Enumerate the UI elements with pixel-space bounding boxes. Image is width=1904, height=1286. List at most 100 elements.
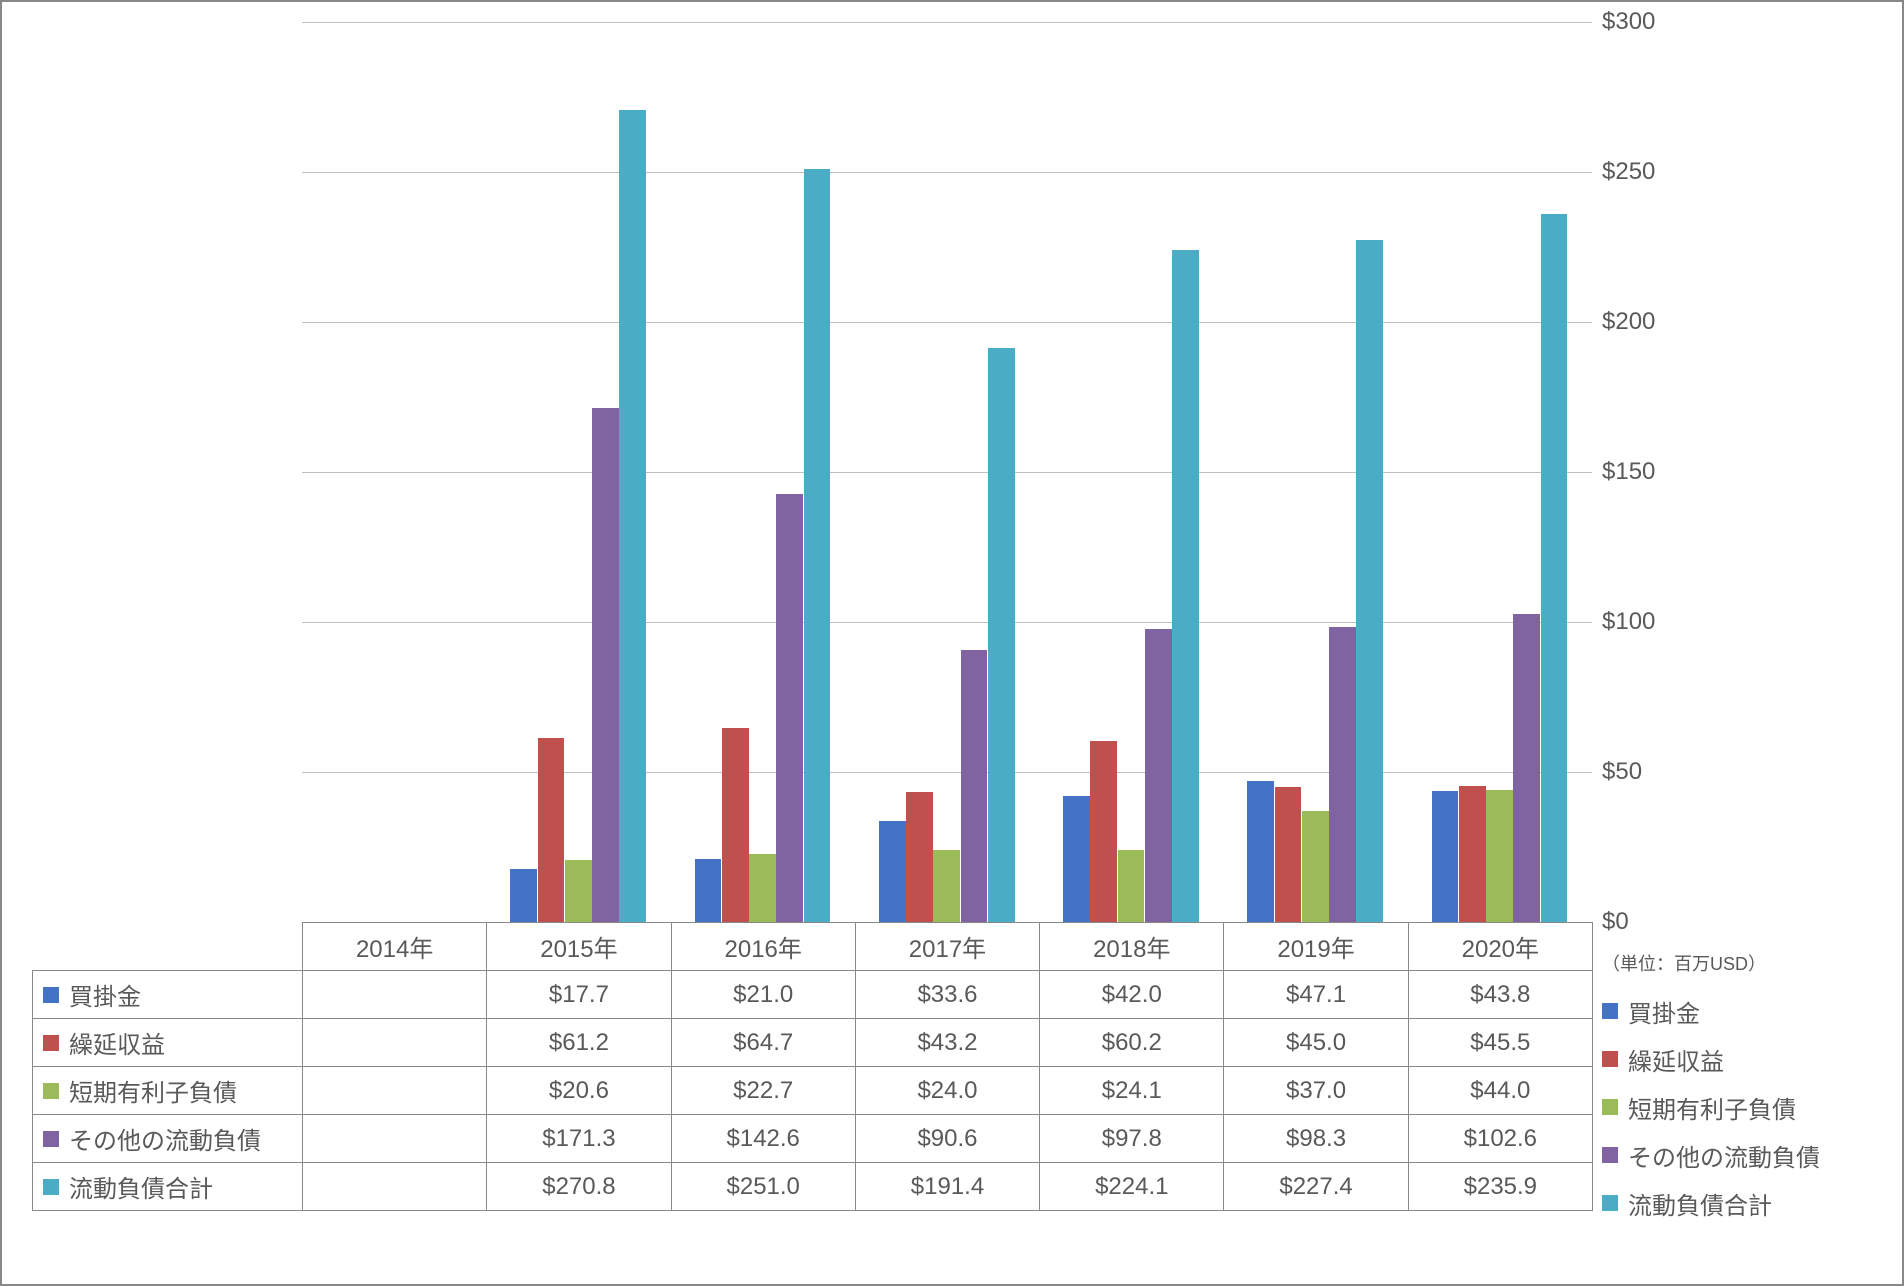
table-cell: $37.0 xyxy=(1224,1067,1408,1115)
y-tick-label: $200 xyxy=(1602,308,1655,336)
legend-swatch xyxy=(1602,1099,1618,1115)
bar xyxy=(961,650,988,922)
table-cell: $24.1 xyxy=(1040,1067,1224,1115)
series-name: 繰延収益 xyxy=(69,1025,165,1060)
x-category-label: 2016年 xyxy=(671,923,855,971)
y-tick-label: $150 xyxy=(1602,458,1655,486)
bar xyxy=(1541,214,1568,922)
legend-label: 短期有利子負債 xyxy=(1628,1090,1796,1125)
bar xyxy=(1486,790,1513,922)
y-tick-label: $250 xyxy=(1602,158,1655,186)
bar xyxy=(1247,781,1274,922)
table-cell: $21.0 xyxy=(671,971,855,1019)
legend-item: 短期有利子負債 xyxy=(1602,1083,1892,1131)
bar xyxy=(1432,791,1459,922)
table-cell: $43.2 xyxy=(855,1019,1039,1067)
bar xyxy=(988,348,1015,922)
table-cell: $45.0 xyxy=(1224,1019,1408,1067)
bar xyxy=(538,738,565,922)
table-cell xyxy=(303,1067,487,1115)
table-cell: $102.6 xyxy=(1408,1115,1592,1163)
bar xyxy=(1459,786,1486,923)
bar xyxy=(776,494,803,922)
bar xyxy=(722,728,749,922)
bar xyxy=(1063,796,1090,922)
table-cell: $191.4 xyxy=(855,1163,1039,1211)
chart-container: $0$50$100$150$200$250$300 （単位：百万USD） 買掛金… xyxy=(0,0,1904,1286)
table-cell: $24.0 xyxy=(855,1067,1039,1115)
bars-region xyxy=(302,22,1592,922)
legend-label: 繰延収益 xyxy=(1628,1042,1724,1077)
table-cell: $98.3 xyxy=(1224,1115,1408,1163)
series-swatch xyxy=(43,1083,59,1099)
x-category-label: 2018年 xyxy=(1040,923,1224,971)
table-cell: $224.1 xyxy=(1040,1163,1224,1211)
bar xyxy=(592,408,619,922)
legend-item: 繰延収益 xyxy=(1602,1035,1892,1083)
legend-label: 買掛金 xyxy=(1628,994,1700,1029)
series-name: 流動負債合計 xyxy=(69,1169,213,1204)
table-row: 短期有利子負債$20.6$22.7$24.0$24.1$37.0$44.0 xyxy=(33,1067,1593,1115)
legend-swatch xyxy=(1602,1195,1618,1211)
table-cell: $47.1 xyxy=(1224,971,1408,1019)
series-swatch xyxy=(43,1131,59,1147)
y-tick-label: $50 xyxy=(1602,758,1642,786)
table-cell: $64.7 xyxy=(671,1019,855,1067)
bar xyxy=(804,169,831,922)
legend-swatch xyxy=(1602,1003,1618,1019)
table-cell: $227.4 xyxy=(1224,1163,1408,1211)
table-cell xyxy=(303,1163,487,1211)
bar xyxy=(906,792,933,922)
table-cell xyxy=(303,1019,487,1067)
bar xyxy=(1172,250,1199,922)
legend-item: 流動負債合計 xyxy=(1602,1179,1892,1227)
bar xyxy=(1118,850,1145,922)
series-row-header: 短期有利子負債 xyxy=(33,1067,303,1115)
series-row-header: 繰延収益 xyxy=(33,1019,303,1067)
bar xyxy=(1356,240,1383,922)
bar xyxy=(695,859,722,922)
table-cell: $45.5 xyxy=(1408,1019,1592,1067)
table-cell xyxy=(303,971,487,1019)
table-cell: $22.7 xyxy=(671,1067,855,1115)
table-cell: $171.3 xyxy=(487,1115,671,1163)
bar xyxy=(749,854,776,922)
table-row: 流動負債合計$270.8$251.0$191.4$224.1$227.4$235… xyxy=(33,1163,1593,1211)
data-table: 2014年2015年2016年2017年2018年2019年2020年買掛金$1… xyxy=(32,922,1593,1211)
series-name: 短期有利子負債 xyxy=(69,1073,237,1108)
series-row-header: その他の流動負債 xyxy=(33,1115,303,1163)
table-cell: $270.8 xyxy=(487,1163,671,1211)
series-name: 買掛金 xyxy=(69,977,141,1012)
table-row: 買掛金$17.7$21.0$33.6$42.0$47.1$43.8 xyxy=(33,971,1593,1019)
table-cell xyxy=(303,1115,487,1163)
series-row-header: 買掛金 xyxy=(33,971,303,1019)
y-tick-label: $300 xyxy=(1602,8,1655,36)
bar xyxy=(879,821,906,922)
series-swatch xyxy=(43,1179,59,1195)
table-cell: $142.6 xyxy=(671,1115,855,1163)
table-cell: $44.0 xyxy=(1408,1067,1592,1115)
table-cell: $33.6 xyxy=(855,971,1039,1019)
bar xyxy=(1090,741,1117,922)
series-swatch xyxy=(43,987,59,1003)
table-cell: $251.0 xyxy=(671,1163,855,1211)
table-cell: $60.2 xyxy=(1040,1019,1224,1067)
x-category-label: 2015年 xyxy=(487,923,671,971)
legend-label: 流動負債合計 xyxy=(1628,1186,1772,1221)
table-cell: $42.0 xyxy=(1040,971,1224,1019)
bar xyxy=(619,110,646,922)
table-row: その他の流動負債$171.3$142.6$90.6$97.8$98.3$102.… xyxy=(33,1115,1593,1163)
bar xyxy=(1275,787,1302,922)
x-category-label: 2020年 xyxy=(1408,923,1592,971)
bar xyxy=(1145,629,1172,922)
bar xyxy=(1302,811,1329,922)
x-category-label: 2017年 xyxy=(855,923,1039,971)
table-corner xyxy=(33,923,303,971)
bar xyxy=(1329,627,1356,922)
bar xyxy=(565,860,592,922)
table-row: 繰延収益$61.2$64.7$43.2$60.2$45.0$45.5 xyxy=(33,1019,1593,1067)
plot-area xyxy=(302,22,1592,922)
legend-swatch xyxy=(1602,1051,1618,1067)
bar xyxy=(933,850,960,922)
series-swatch xyxy=(43,1035,59,1051)
